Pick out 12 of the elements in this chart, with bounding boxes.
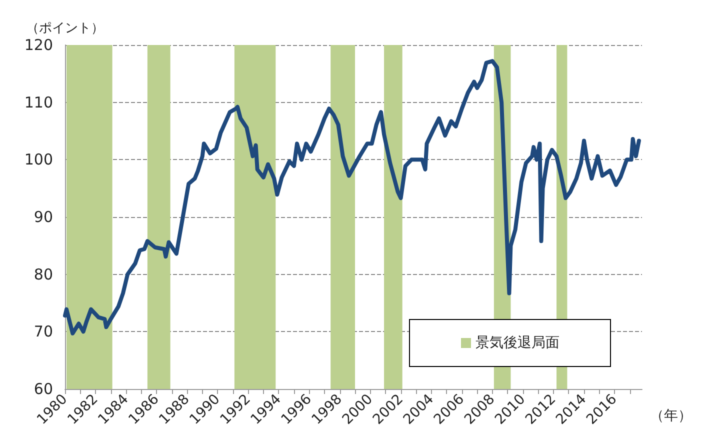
- y-tick-label: 70: [34, 322, 53, 341]
- y-tick-label: 90: [34, 208, 53, 226]
- legend-frame: 景気後退局面: [409, 319, 611, 367]
- y-tick-label: 110: [24, 93, 53, 112]
- y-tick-label: 80: [34, 265, 53, 284]
- annotation: 景気後退局面: [476, 334, 560, 352]
- line-series: [63, 59, 641, 336]
- y-tick-label: 60: [34, 380, 53, 398]
- y-axis-title: （ポイント）: [26, 21, 104, 36]
- y-tick-label: 100: [24, 150, 53, 169]
- y-tick-label: 120: [24, 36, 53, 54]
- x-axis-title: （年）: [650, 408, 692, 424]
